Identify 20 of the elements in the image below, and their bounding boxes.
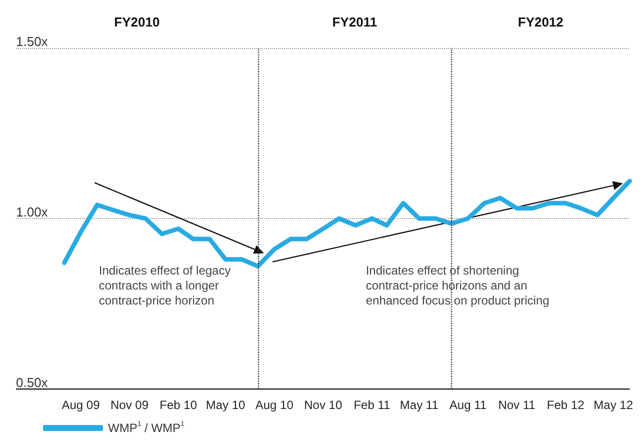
- x-tick-label: May 10: [206, 398, 246, 412]
- x-tick-label: May 11: [400, 398, 439, 412]
- x-tick-label: Feb 10: [160, 398, 198, 412]
- x-tick-label: Aug 09: [62, 398, 100, 412]
- y-tick-label: 1.00x: [16, 204, 48, 220]
- annotation: Indicates effect of legacy contracts with a longer contract-price horizon: [98, 263, 231, 308]
- y-tick-label: 0.50x: [16, 375, 48, 390]
- text: FY2012: [518, 14, 564, 30]
- x-tick-label: Nov 09: [110, 398, 149, 412]
- x-tick-label: Aug 10: [255, 398, 294, 412]
- annotation: Indicates effect of shortening contract-price horizons and an enhanced focus on product pricing: [366, 263, 550, 308]
- x-tick-label: Feb 11: [354, 398, 391, 412]
- x-tick-label: May 12: [594, 398, 634, 412]
- text: FY2010: [114, 14, 160, 30]
- x-tick-label: Aug 11: [449, 398, 487, 412]
- x-tick-label: Nov 10: [304, 398, 342, 412]
- text: FY2011: [332, 14, 378, 30]
- x-tick-label: Nov 11: [498, 398, 536, 412]
- x-tick-label: Feb 12: [546, 398, 585, 412]
- y-tick-label: 1.50x: [16, 34, 48, 49]
